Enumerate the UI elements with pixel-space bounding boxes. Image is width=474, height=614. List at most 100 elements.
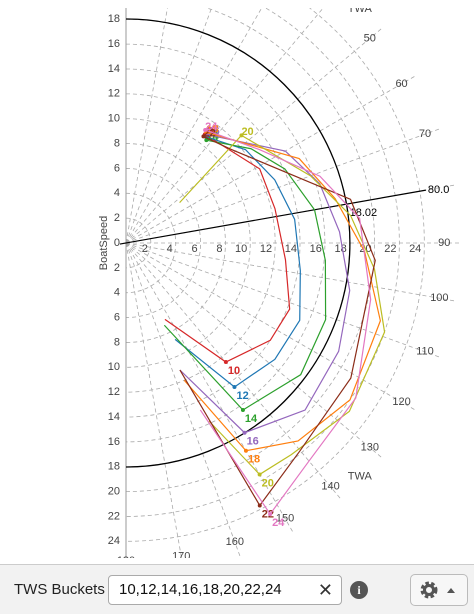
settings-button[interactable]	[410, 574, 468, 606]
polar-line	[179, 135, 376, 507]
angle-axis-label: TWA	[348, 471, 373, 483]
grid-circle	[125, 168, 201, 318]
r-tick-label: 2	[142, 243, 148, 255]
series-label: 24	[272, 517, 285, 529]
r-tick-label: 10	[235, 243, 247, 255]
y-tick-label: 10	[108, 113, 120, 125]
angle-tick-label: 140	[321, 481, 339, 493]
y-tick-label: 20	[108, 486, 120, 498]
radial-line	[125, 242, 182, 558]
caret	[447, 588, 455, 593]
angle-tick-label: 120	[392, 396, 410, 408]
grid-circle	[125, 8, 425, 542]
info-button[interactable]: i	[350, 581, 368, 599]
radial-line	[125, 8, 324, 244]
polar-line	[199, 129, 372, 516]
grid-circle	[125, 68, 301, 418]
gear-ring	[423, 584, 435, 596]
vmg-point	[239, 133, 244, 138]
r-tick-label: 16	[310, 243, 322, 255]
angle-tick-label: 90	[438, 237, 450, 249]
y-tick-label: 16	[108, 436, 120, 448]
buckets-input[interactable]: 10,12,14,16,18,20,22,24 ✕	[108, 575, 342, 605]
angle-tick-label: 170	[172, 550, 190, 562]
polar-line	[174, 136, 301, 388]
radial-line	[125, 242, 295, 534]
grid-circle	[125, 8, 400, 517]
polar-line	[179, 134, 351, 434]
vmg-point	[232, 384, 237, 389]
y-tick-label: 14	[108, 63, 120, 75]
y-tick-label: 8	[114, 137, 120, 149]
r-tick-label: 12	[260, 243, 272, 255]
series-label: 20	[262, 477, 274, 489]
y-tick-label: 0	[114, 237, 120, 249]
r-tick-label: 8	[216, 243, 222, 255]
angle-tick-label: 70	[419, 128, 431, 140]
y-tick-label: 14	[108, 411, 120, 423]
vmg-point	[242, 430, 247, 435]
buckets-label: TWS Buckets	[14, 581, 105, 598]
series-label: 14	[245, 413, 258, 425]
r-tick-label: 14	[285, 243, 297, 255]
angle-tick-label: 50	[364, 32, 376, 44]
y-tick-label: 12	[108, 88, 120, 100]
grid-circle	[125, 143, 226, 343]
y-tick-label: 16	[108, 38, 120, 50]
chart: 0222444666888101010121212141414161616181…	[98, 3, 462, 562]
series-label: 16	[247, 436, 259, 448]
series-label: 22	[262, 508, 274, 520]
speed-label: 18.02	[350, 207, 378, 219]
y-tick-label: 6	[114, 162, 120, 174]
settings-icon	[420, 581, 455, 599]
angle-tick-label: 160	[226, 536, 244, 548]
y-tick-label: 24	[108, 535, 120, 547]
series-label: 20	[241, 126, 253, 138]
vmg-point	[257, 472, 262, 477]
clear-button[interactable]: ✕	[317, 580, 333, 600]
grid-circle	[125, 192, 177, 294]
angle-tick-label: 60	[395, 78, 407, 90]
series-label: 18	[248, 454, 260, 466]
angle-tick-label: 180	[117, 555, 135, 562]
polar-line	[164, 133, 291, 363]
y-tick-label: 12	[108, 386, 120, 398]
y-tick-label: 22	[108, 510, 120, 522]
r-tick-label: 4	[167, 243, 173, 255]
angle-tick-label: 110	[416, 346, 434, 358]
r-tick-label: 18	[334, 243, 346, 255]
radial-line	[125, 8, 168, 244]
polar-line	[163, 139, 327, 411]
y-tick-label: 18	[108, 461, 120, 473]
grid-circle	[125, 93, 276, 393]
vmg-point	[268, 512, 273, 517]
radial-line	[125, 8, 212, 244]
grid-circle	[125, 217, 152, 269]
vmg-point	[240, 407, 245, 412]
y-tick-label: 2	[114, 212, 120, 224]
angle-axis-label: TWA	[348, 3, 373, 15]
angle-tick-label: 150	[276, 512, 294, 524]
r-tick-label: 22	[384, 243, 396, 255]
y-axis-label: BoatSpeed	[98, 216, 110, 270]
y-tick-label: 4	[114, 187, 120, 199]
polar-line	[179, 134, 386, 476]
r-tick-label: 24	[409, 243, 421, 255]
vmg-point	[257, 503, 262, 508]
series-label: 24	[205, 121, 218, 133]
y-tick-label: 4	[114, 287, 120, 299]
series-label: 12	[236, 390, 248, 402]
y-tick-label: 18	[108, 13, 120, 25]
twa-line	[119, 189, 427, 245]
y-tick-label: 2	[114, 262, 120, 274]
grid-circle	[125, 8, 375, 492]
input-text: 10,12,14,16,18,20,22,24	[119, 581, 282, 598]
series-label: 10	[228, 365, 240, 377]
series-label: 18	[206, 123, 218, 135]
y-tick-label: 10	[108, 361, 120, 373]
y-tick-label: 6	[114, 311, 120, 323]
angle-tick-label: 100	[430, 292, 448, 304]
speed-circle	[125, 18, 351, 468]
vmg-point	[203, 127, 208, 132]
